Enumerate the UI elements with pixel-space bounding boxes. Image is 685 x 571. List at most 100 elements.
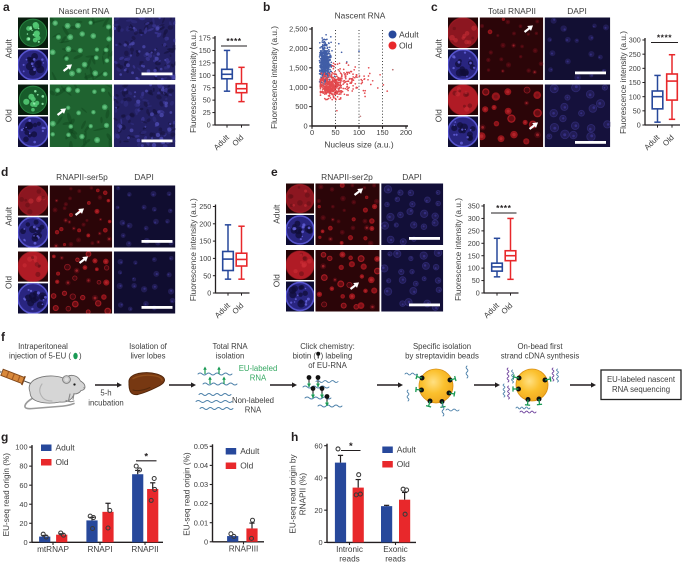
svg-text:Fluorescence intensity (a.u.): Fluorescence intensity (a.u.) [454,198,463,301]
svg-text:0.05: 0.05 [194,442,208,451]
svg-text:) labeling: ) labeling [321,352,353,361]
svg-text:100: 100 [199,254,211,263]
svg-text:Adult: Adult [271,204,281,224]
svg-text:g: g [1,430,8,444]
svg-text:100: 100 [199,71,211,80]
svg-text:0: 0 [23,538,27,547]
svg-text:EU-labeled: EU-labeled [239,364,278,373]
svg-text:Old: Old [499,301,514,316]
svg-text:biotin (: biotin ( [293,352,317,361]
svg-text:Adult: Adult [213,300,233,320]
svg-text:Old: Old [4,109,14,122]
svg-text:Click chemistry:: Click chemistry: [300,342,355,351]
svg-text:0.02: 0.02 [194,499,208,508]
svg-text:RNAPIII: RNAPIII [229,544,259,553]
svg-text:Adult: Adult [240,446,260,456]
svg-text:Adult: Adult [4,39,14,59]
svg-text:incubation: incubation [88,399,124,408]
svg-text:e: e [271,165,278,179]
svg-text:150: 150 [468,251,480,260]
svg-text:Adult: Adult [399,30,419,40]
svg-text:Specific isolation: Specific isolation [413,342,471,351]
svg-text:Non-labeled: Non-labeled [232,396,274,405]
svg-text:*: * [349,441,353,452]
svg-text:): ) [79,352,82,361]
svg-text:EU-labeled nascent: EU-labeled nascent [607,375,676,384]
svg-text:Intronic: Intronic [336,545,363,554]
svg-text:*: * [144,451,148,462]
svg-text:100: 100 [15,443,27,452]
svg-text:0: 0 [318,538,322,547]
svg-text:Old: Old [56,457,69,467]
svg-text:0.04: 0.04 [194,461,208,470]
svg-text:20: 20 [314,506,322,515]
svg-text:500: 500 [295,102,307,111]
svg-text:of EU-RNA: of EU-RNA [308,361,347,370]
svg-text:Old: Old [230,301,245,316]
svg-text:c: c [431,0,438,14]
svg-text:liver lobes: liver lobes [130,352,165,361]
svg-text:by streptavidin beads: by streptavidin beads [405,352,479,361]
svg-text:isolation: isolation [216,352,245,361]
svg-text:0: 0 [476,289,480,298]
svg-text:250: 250 [199,202,211,211]
svg-text:200: 200 [199,219,211,228]
svg-text:Total RNAPII: Total RNAPII [488,6,536,16]
svg-text:Old: Old [434,109,444,122]
svg-text:RNAPII (%): RNAPII (%) [298,473,307,516]
svg-text:Old: Old [272,274,282,287]
svg-text:0.03: 0.03 [194,480,208,489]
svg-text:b: b [263,0,270,14]
svg-text:Old: Old [240,461,253,471]
svg-text:0: 0 [207,289,211,298]
svg-text:250: 250 [468,227,480,236]
svg-text:d: d [1,165,8,179]
svg-text:reads: reads [339,554,359,563]
svg-text:injection of 5-EU (: injection of 5-EU ( [9,352,71,361]
svg-text:reads: reads [385,554,405,563]
svg-text:40: 40 [314,474,322,483]
svg-text:50: 50 [472,276,480,285]
svg-text:EU-seq read origin by: EU-seq read origin by [288,454,297,534]
svg-text:Isolation of: Isolation of [129,342,168,351]
svg-text:RNAPI: RNAPI [87,545,112,554]
svg-text:2,500: 2,500 [289,25,308,34]
svg-text:350: 350 [468,202,480,211]
svg-text:150: 150 [376,128,388,137]
svg-text:On-bead first: On-bead first [517,342,563,351]
svg-text:0: 0 [637,121,641,130]
svg-text:60: 60 [314,441,322,450]
svg-text:100: 100 [629,92,641,101]
svg-text:****: **** [657,32,672,42]
svg-text:****: **** [226,36,241,46]
svg-text:0: 0 [207,121,211,130]
svg-text:25: 25 [203,108,211,117]
svg-text:50: 50 [203,96,211,105]
svg-text:80: 80 [19,462,27,471]
svg-text:150: 150 [199,237,211,246]
svg-text:Fluorescence intensity (a.u.): Fluorescence intensity (a.u.) [270,26,279,129]
svg-text:200: 200 [468,239,480,248]
svg-text:40: 40 [19,500,27,509]
svg-text:0: 0 [303,122,307,131]
svg-text:125: 125 [199,59,211,68]
svg-text:Nascent RNA: Nascent RNA [335,11,386,21]
svg-text:Nascent RNA: Nascent RNA [59,6,110,16]
svg-text:200: 200 [400,128,412,137]
svg-text:50: 50 [331,128,339,137]
svg-text:****: **** [496,203,511,213]
svg-text:Exonic: Exonic [383,545,408,554]
svg-text:Old: Old [661,133,676,148]
svg-text:a: a [3,0,10,14]
svg-text:20: 20 [19,519,27,528]
svg-text:h: h [291,430,298,444]
svg-text:0.01: 0.01 [194,518,208,527]
svg-text:mtRNAP: mtRNAP [37,545,69,554]
svg-text:Fluorescence intensity (a.u.): Fluorescence intensity (a.u.) [189,198,198,301]
svg-text:f: f [1,330,6,344]
svg-text:50: 50 [633,106,641,115]
svg-text:RNAPII: RNAPII [131,545,158,554]
svg-text:RNAPII-ser5p: RNAPII-ser5p [56,172,108,182]
svg-text:Fluorescence intensity (a.u.): Fluorescence intensity (a.u.) [619,31,628,134]
svg-text:0: 0 [204,537,208,546]
